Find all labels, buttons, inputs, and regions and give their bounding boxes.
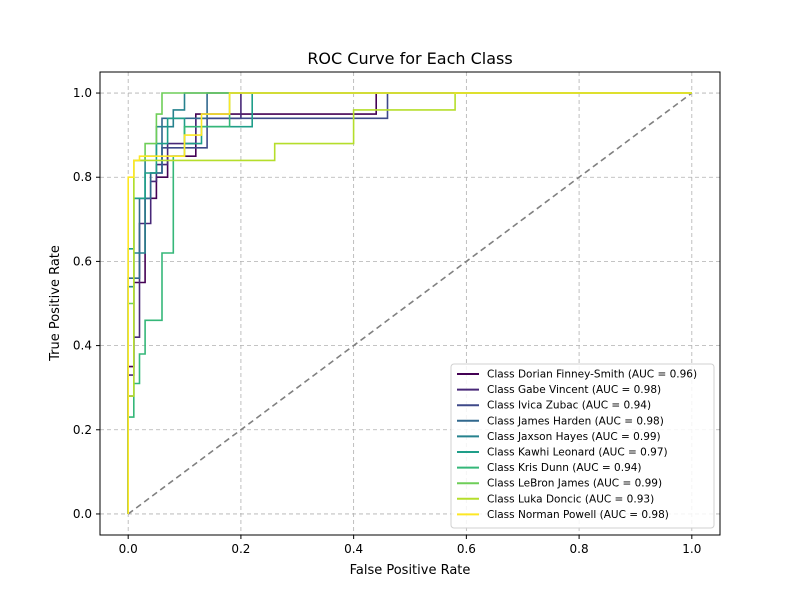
legend-entry: Class Kris Dunn (AUC = 0.94): [487, 462, 642, 474]
roc-curves: [127, 92, 692, 514]
y-tick-label: 0.0: [73, 507, 92, 521]
x-axis-label: False Positive Rate: [350, 563, 471, 578]
x-tick-label: 0.0: [119, 542, 138, 556]
legend-entry: Class Kawhi Leonard (AUC = 0.97): [487, 447, 668, 459]
legend-entry: Class Jaxson Hayes (AUC = 0.99): [487, 431, 661, 443]
legend-box: [450, 363, 715, 529]
plot-area: 0.0 0.2 0.4 0.6 0.8 1.0 0.0 0.2 0.4 0.6 0.8 1.0: [73, 71, 721, 556]
chart-title: ROC Curve for Each Class: [307, 49, 512, 68]
x-tick-label: 0.2: [231, 542, 250, 556]
x-tick-label: 0.4: [344, 542, 363, 556]
axes-frame: [99, 71, 721, 536]
x-tick-label: 0.8: [570, 542, 589, 556]
y-axis-label: True Positive Rate: [48, 245, 63, 362]
legend-entry: Class Gabe Vincent (AUC = 0.98): [487, 384, 661, 396]
x-axis-ticks: 0.0 0.2 0.4 0.6 0.8 1.0: [119, 535, 701, 556]
legend-entry: Class Luka Doncic (AUC = 0.93): [487, 493, 654, 505]
y-tick-label: 0.4: [73, 339, 92, 353]
legend: Class Dorian Finney-Smith (AUC = 0.96) Cl…: [450, 363, 715, 529]
legend-entry: Class LeBron James (AUC = 0.99): [487, 478, 662, 490]
legend-entry: Class Norman Powell (AUC = 0.98): [487, 509, 669, 521]
roc-curve-9: [127, 92, 692, 514]
roc-curve-8: [127, 92, 692, 514]
x-tick-label: 1.0: [682, 542, 701, 556]
y-tick-label: 0.6: [73, 254, 92, 268]
diagonal-line: [127, 92, 693, 515]
legend-entry: Class Dorian Finney-Smith (AUC = 0.96): [487, 369, 697, 381]
legend-entry: Class Ivica Zubac (AUC = 0.94): [487, 400, 651, 412]
legend-entry: Class James Harden (AUC = 0.98): [487, 415, 664, 427]
diagonal-reference: [127, 92, 693, 515]
roc-curve-7: [127, 92, 692, 514]
y-tick-label: 0.2: [73, 423, 92, 437]
y-axis-ticks: 0.0 0.2 0.4 0.6 0.8 1.0: [73, 86, 100, 521]
y-tick-label: 0.8: [73, 170, 92, 184]
y-tick-label: 1.0: [73, 86, 92, 100]
roc-curve-3: [127, 92, 692, 514]
x-tick-label: 0.6: [457, 542, 476, 556]
